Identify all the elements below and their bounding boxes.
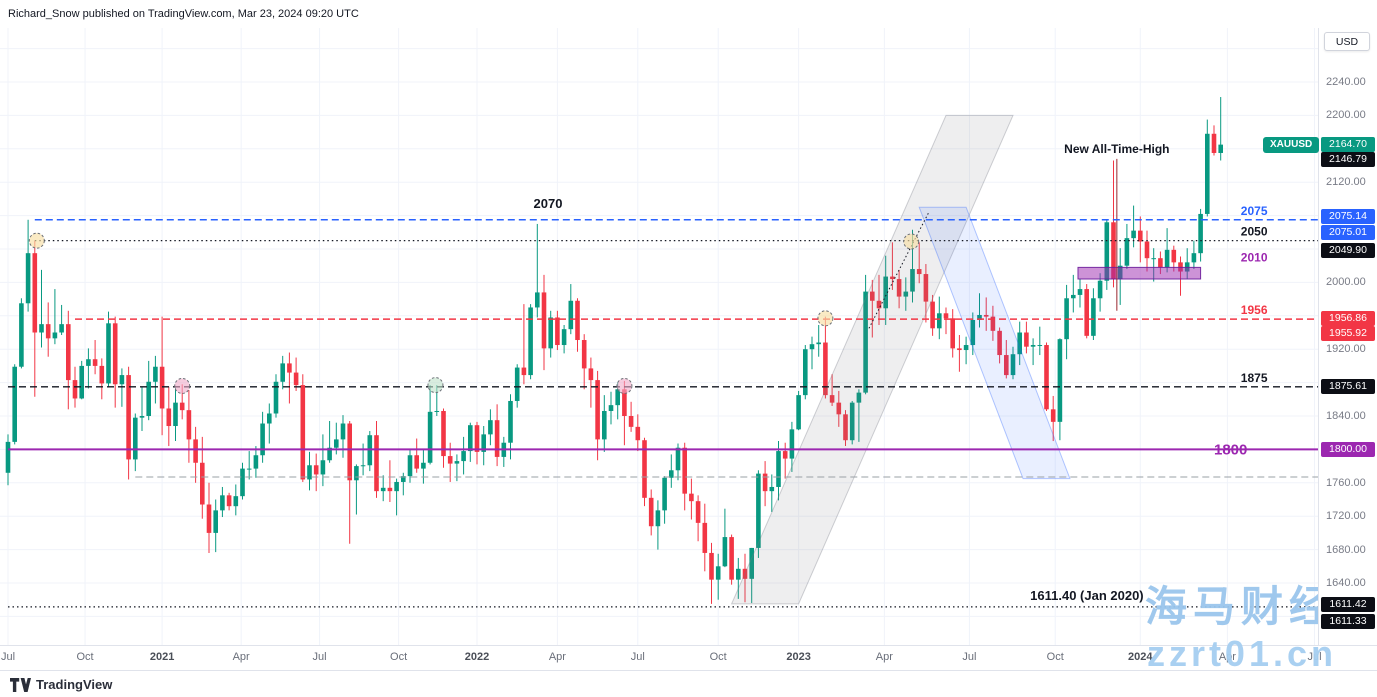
ascending-channel <box>730 114 1014 605</box>
level-badge: 1875.61 <box>1321 378 1375 394</box>
tradingview-logo-icon <box>10 677 31 692</box>
support-zone-2010 <box>1077 266 1202 280</box>
price-tick-label: 2200.00 <box>1326 109 1366 122</box>
level-badge: 2075.01 <box>1321 225 1375 241</box>
tradingview-logo[interactable]: TradingView <box>10 677 112 692</box>
level-badge: 1611.42 <box>1321 597 1375 613</box>
candles-group <box>5 97 1223 604</box>
level-label: 1611.40 (Jan 2020) <box>1030 588 1143 603</box>
annotations-group: 2070 New All-Time-High 2010 <box>534 142 1268 265</box>
price-tick-label: 2240.00 <box>1326 76 1366 88</box>
level-badge: 1611.33 <box>1321 614 1375 630</box>
time-axis-label: 2021 <box>149 651 175 663</box>
time-axis-label: 2024 <box>1128 651 1153 663</box>
level-touch-marker <box>28 232 45 249</box>
time-axis-label: Apr <box>875 651 893 663</box>
time-axis-label: Oct <box>76 651 94 663</box>
price-tick-label: 1720.00 <box>1326 510 1366 523</box>
level-touch-marker <box>427 377 444 394</box>
price-tick-label: 1640.00 <box>1326 577 1366 589</box>
time-axis-label: Jul <box>312 651 327 663</box>
footer-bar: TradingView <box>0 670 1377 697</box>
price-tick-label: 2000.00 <box>1326 276 1366 289</box>
levels-group: 2075 2050 1956 1875 1800 1611.40 (Jan 2020) <box>8 204 1318 608</box>
time-axis-label: 2023 <box>786 651 811 663</box>
level-touch-marker <box>616 377 633 394</box>
price-tick-label: 1840.00 <box>1326 410 1366 422</box>
ath-price-badge: 2146.79 <box>1321 152 1375 168</box>
level-label: 2075 <box>1241 204 1268 218</box>
level-label: 1956 <box>1241 303 1268 317</box>
publish-header: Richard_Snow published on TradingView.co… <box>0 0 1377 28</box>
level-badge: 1955.92 <box>1321 325 1375 341</box>
time-axis-label: Jul <box>962 651 977 663</box>
chart-annotation: New All-Time-High <box>1064 142 1169 156</box>
level-badge: 1800.00 <box>1321 441 1375 457</box>
markers-group <box>28 232 920 394</box>
time-axis-label: Oct <box>390 651 408 663</box>
time-axis[interactable]: Jul Oct 2021 Apr Jul Oct 2022 Apr Jul Oct 2023 Apr J… <box>0 645 1377 670</box>
time-axis-label: Oct <box>709 651 727 663</box>
tradingview-logo-text: TradingView <box>36 677 113 692</box>
publish-text: Richard_Snow published on TradingView.co… <box>8 8 359 20</box>
price-tick-label: 2120.00 <box>1326 176 1366 189</box>
chart-annotation: 2070 <box>534 196 563 211</box>
time-axis-label: Jul <box>0 651 16 663</box>
grid-lines <box>0 28 1318 645</box>
descending-channel <box>918 206 1071 480</box>
time-axis-label: 2022 <box>464 651 490 663</box>
time-axis-label: Jul <box>630 651 645 663</box>
level-touch-marker <box>903 233 920 250</box>
level-label: 2050 <box>1241 225 1268 239</box>
price-axis[interactable]: USD 2240.00 2200.00 2120.00 2000.00 1920.00 1… <box>1318 28 1377 645</box>
time-axis-label: Apr <box>1218 651 1236 663</box>
level-touch-marker <box>174 377 191 394</box>
drawings-group <box>868 158 1118 329</box>
price-tick-label: 1680.00 <box>1326 543 1366 556</box>
price-tick-label: 1760.00 <box>1326 476 1366 489</box>
level-label: 1875 <box>1241 371 1268 385</box>
last-price-badge: 2164.70 <box>1321 137 1375 153</box>
price-tick-label: 1920.00 <box>1326 343 1366 356</box>
time-axis-label: Apr <box>232 651 250 663</box>
level-badge: 2049.90 <box>1321 243 1375 259</box>
currency-button[interactable]: USD <box>1324 32 1370 51</box>
level-badge: 2075.14 <box>1321 209 1375 225</box>
time-axis-label: Oct <box>1046 651 1064 663</box>
level-badge: 1956.86 <box>1321 310 1375 326</box>
time-axis-label: Jul <box>1307 651 1322 663</box>
level-touch-marker <box>817 310 834 327</box>
symbol-badge: XAUUSD <box>1263 137 1320 153</box>
chart-annotation: 2010 <box>1241 251 1268 265</box>
time-axis-label: Apr <box>548 651 566 663</box>
level-label: 1800 <box>1214 441 1247 458</box>
zones-group <box>730 114 1202 605</box>
